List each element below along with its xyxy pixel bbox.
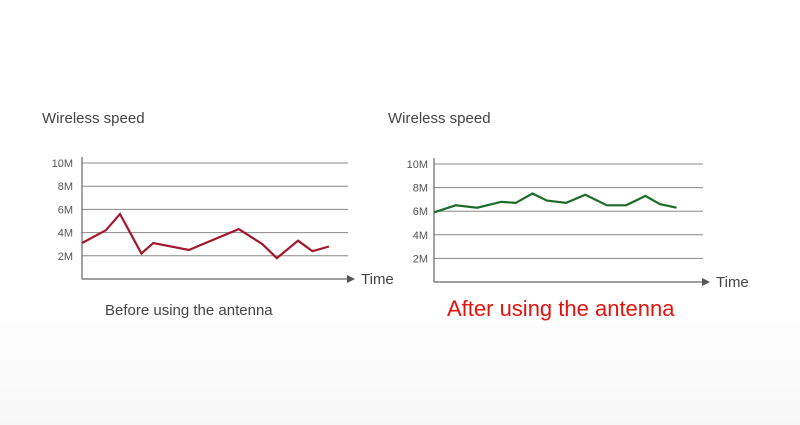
x-axis-title: Time bbox=[716, 274, 749, 291]
y-tick-label: 10M bbox=[52, 158, 73, 170]
y-tick-label: 10M bbox=[407, 159, 428, 171]
caption-after: After using the antenna bbox=[447, 296, 675, 321]
caption-before: Before using the antenna bbox=[105, 302, 273, 319]
y-tick-label: 4M bbox=[58, 228, 73, 240]
x-axis-arrow bbox=[702, 278, 710, 286]
y-tick-label: 6M bbox=[413, 206, 428, 218]
x-axis-arrow bbox=[347, 275, 355, 283]
series-line-after bbox=[433, 192, 677, 214]
y-axis-title: Wireless speed bbox=[388, 110, 491, 127]
y-tick-label: 4M bbox=[413, 230, 428, 242]
y-tick-label: 8M bbox=[413, 183, 428, 195]
x-axis-title: Time bbox=[361, 271, 394, 288]
y-tick-label: 6M bbox=[58, 204, 73, 216]
y-tick-label: 2M bbox=[58, 251, 73, 263]
y-tick-label: 8M bbox=[58, 181, 73, 193]
y-tick-label: 2M bbox=[413, 253, 428, 265]
y-axis-title: Wireless speed bbox=[42, 110, 145, 127]
